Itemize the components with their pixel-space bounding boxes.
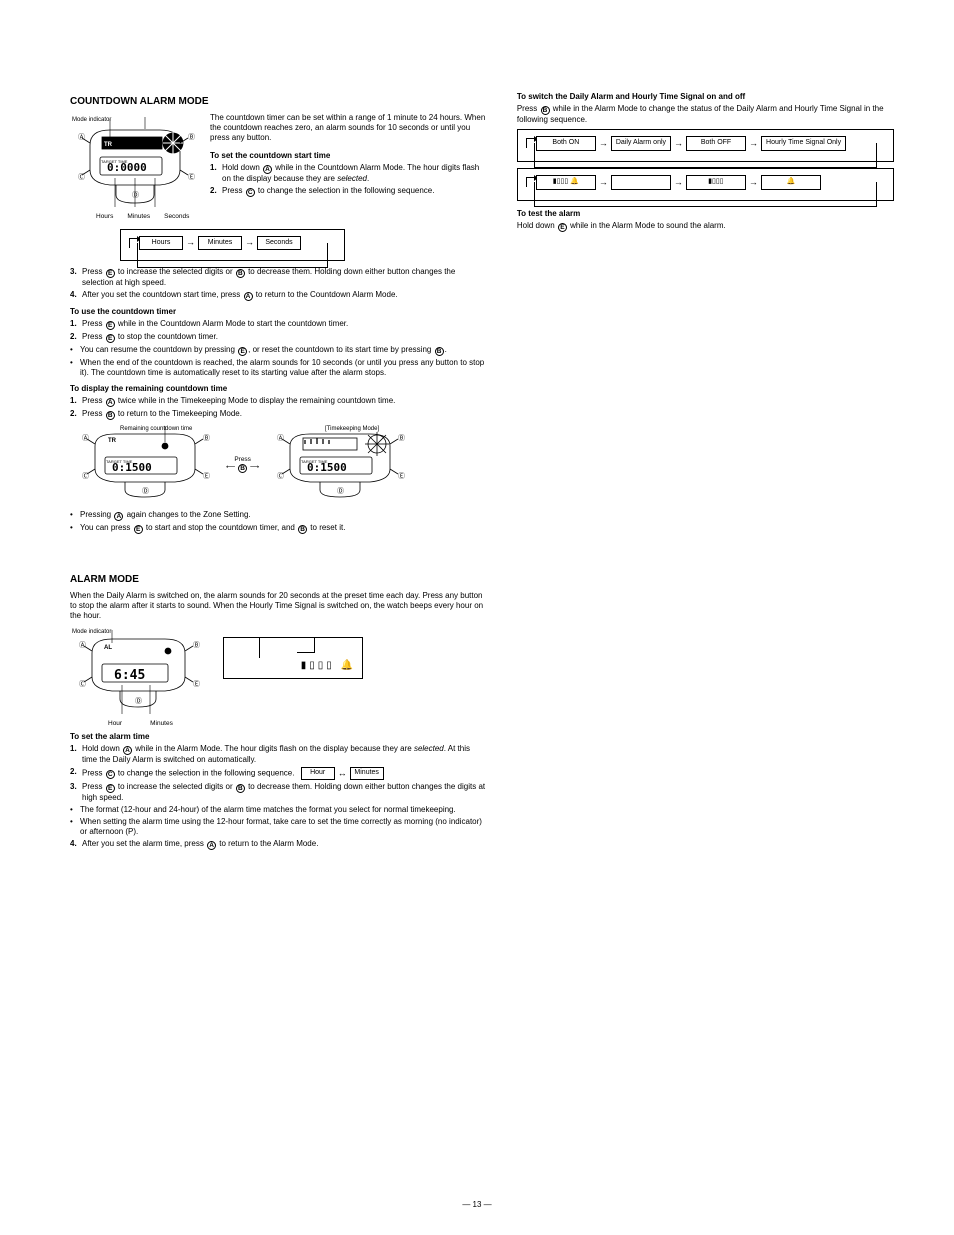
alarm-watch-diagram: Ⓐ Ⓒ Ⓑ Ⓔ Ⓓ AL 6:45 Mode indicator Hour Minu… <box>70 627 205 728</box>
signal-icon: ▮▯▯▯ <box>708 178 723 185</box>
lbl-sec: Seconds <box>164 213 189 221</box>
switch-lead: Press B while in the Alarm Mode to chang… <box>517 104 894 125</box>
bell-icon: 🔔 <box>570 178 579 185</box>
lbl-hours: Hours <box>96 213 113 221</box>
remain-heading: To display the remaining countdown time <box>70 384 487 394</box>
bell-icon: 🔔 <box>341 660 356 671</box>
cd-step4: After you set the countdown start time, … <box>82 290 487 301</box>
al-step4: After you set the alarm time, press A to… <box>82 839 487 850</box>
svg-text:Ⓐ: Ⓐ <box>79 641 86 649</box>
svg-text:Ⓑ: Ⓑ <box>188 133 195 141</box>
al-b1: The format (12-hour and 24-hour) of the … <box>70 805 487 815</box>
svg-text:Ⓓ: Ⓓ <box>132 191 139 199</box>
ut-step2: Press E to stop the countdown timer. <box>82 332 487 343</box>
lbl-al-min: Minutes <box>150 720 173 728</box>
switch-flow-icons: ▮▯▯▯ 🔔→ → ▮▯▯▯→ 🔔 <box>517 168 894 201</box>
lbl-min: Minutes <box>127 213 150 221</box>
set-alarm-heading: To set the alarm time <box>70 732 487 742</box>
svg-text:Mode indicator: Mode indicator <box>72 629 111 635</box>
svg-text:Ⓒ: Ⓒ <box>78 173 85 181</box>
ut-end: When the end of the countdown is reached… <box>70 358 487 378</box>
bell-icon: 🔔 <box>786 178 795 185</box>
switch-flow-labels: Both ON→ Daily Alarm only→ Both OFF→ Hou… <box>517 129 894 162</box>
svg-text:6:45: 6:45 <box>114 668 145 683</box>
al-step1: Hold down A while in the Alarm Mode. The… <box>82 744 487 765</box>
svg-text:TR: TR <box>104 142 113 148</box>
signal-icon: ▮▯▯▯ <box>301 660 335 671</box>
al-step3: Press E to increase the selected digits … <box>82 782 487 803</box>
svg-text:Ⓑ: Ⓑ <box>193 641 200 649</box>
rem-bullet2: You can press E to start and stop the co… <box>70 523 487 534</box>
svg-text:TARGET TIME: TARGET TIME <box>106 459 133 464</box>
countdown-title: COUNTDOWN ALARM MODE <box>70 96 487 109</box>
switch-heading: To switch the Daily Alarm and Hourly Tim… <box>517 92 894 102</box>
test-text: Hold down E while in the Alarm Mode to s… <box>517 221 894 232</box>
svg-text:Ⓒ: Ⓒ <box>79 680 86 688</box>
svg-text:TR: TR <box>108 438 117 444</box>
remaining-time-diagram: ⒶⒸ ⒷⒺ Ⓓ TR 0:1500 TARGET TIME Remaining … <box>70 424 487 504</box>
ut-step1: Press E while in the Countdown Alarm Mod… <box>82 319 487 330</box>
svg-text:Mode indicator: Mode indicator <box>72 117 111 123</box>
alarm-indicator-figure: Hourly time signal on indicator Alarm on… <box>223 627 363 680</box>
al-b2: When setting the alarm time using the 12… <box>70 817 487 837</box>
svg-text:Ⓔ: Ⓔ <box>398 472 405 480</box>
use-timer-heading: To use the countdown timer <box>70 307 487 317</box>
alarm-title: ALARM MODE <box>70 574 487 587</box>
svg-text:Ⓔ: Ⓔ <box>193 680 200 688</box>
svg-text:Ⓑ: Ⓑ <box>398 434 405 442</box>
countdown-flow: Hours → Minutes → Seconds <box>120 229 345 262</box>
cd-step2: Press C to change the selection in the f… <box>222 186 487 197</box>
svg-text:Remaining countdown time: Remaining countdown time <box>120 426 193 432</box>
lbl-al-hour: Hour <box>108 720 122 728</box>
rem-step1: Press A twice while in the Timekeeping M… <box>82 396 487 407</box>
ut-resume: You can resume the countdown by pressing… <box>70 345 487 356</box>
hour-min-flow: Hour ↔ Minutes <box>301 767 384 780</box>
svg-text:TARGET TIME: TARGET TIME <box>101 159 128 164</box>
svg-text:Ⓑ: Ⓑ <box>203 434 210 442</box>
rem-step2: Press B to return to the Timekeeping Mod… <box>82 409 487 420</box>
svg-text:AL: AL <box>104 645 112 651</box>
svg-text:Ⓓ: Ⓓ <box>135 697 142 705</box>
svg-text:Ⓐ: Ⓐ <box>277 434 284 442</box>
svg-text:Ⓒ: Ⓒ <box>82 472 89 480</box>
svg-text:Ⓔ: Ⓔ <box>203 472 210 480</box>
test-heading: To test the alarm <box>517 209 894 219</box>
alarm-intro: When the Daily Alarm is switched on, the… <box>70 591 487 621</box>
cd-step3: Press E to increase the selected digits … <box>82 267 487 288</box>
rem-bullet1: Pressing A again changes to the Zone Set… <box>70 510 487 521</box>
cd-step1: Hold down A while in the Countdown Alarm… <box>222 163 487 184</box>
svg-text:Ⓔ: Ⓔ <box>188 173 195 181</box>
svg-text:[Timekeeping Mode]: [Timekeeping Mode] <box>325 426 379 432</box>
svg-text:Ⓓ: Ⓓ <box>142 487 149 495</box>
al-step2: Press C to change the selection in the f… <box>82 767 487 780</box>
svg-text:Ⓐ: Ⓐ <box>78 133 85 141</box>
svg-text:Ⓒ: Ⓒ <box>277 472 284 480</box>
svg-text:TARGET TIME: TARGET TIME <box>301 459 328 464</box>
svg-text:Ⓓ: Ⓓ <box>337 487 344 495</box>
countdown-watch-diagram: Ⓐ Ⓒ Ⓑ Ⓔ Ⓓ TR 0:0000 TARGET TIME Mode ind… <box>70 115 200 221</box>
signal-icon: ▮▯▯▯ <box>553 178 568 185</box>
svg-text:Ⓐ: Ⓐ <box>82 434 89 442</box>
page-number: — 13 — <box>0 1200 954 1209</box>
